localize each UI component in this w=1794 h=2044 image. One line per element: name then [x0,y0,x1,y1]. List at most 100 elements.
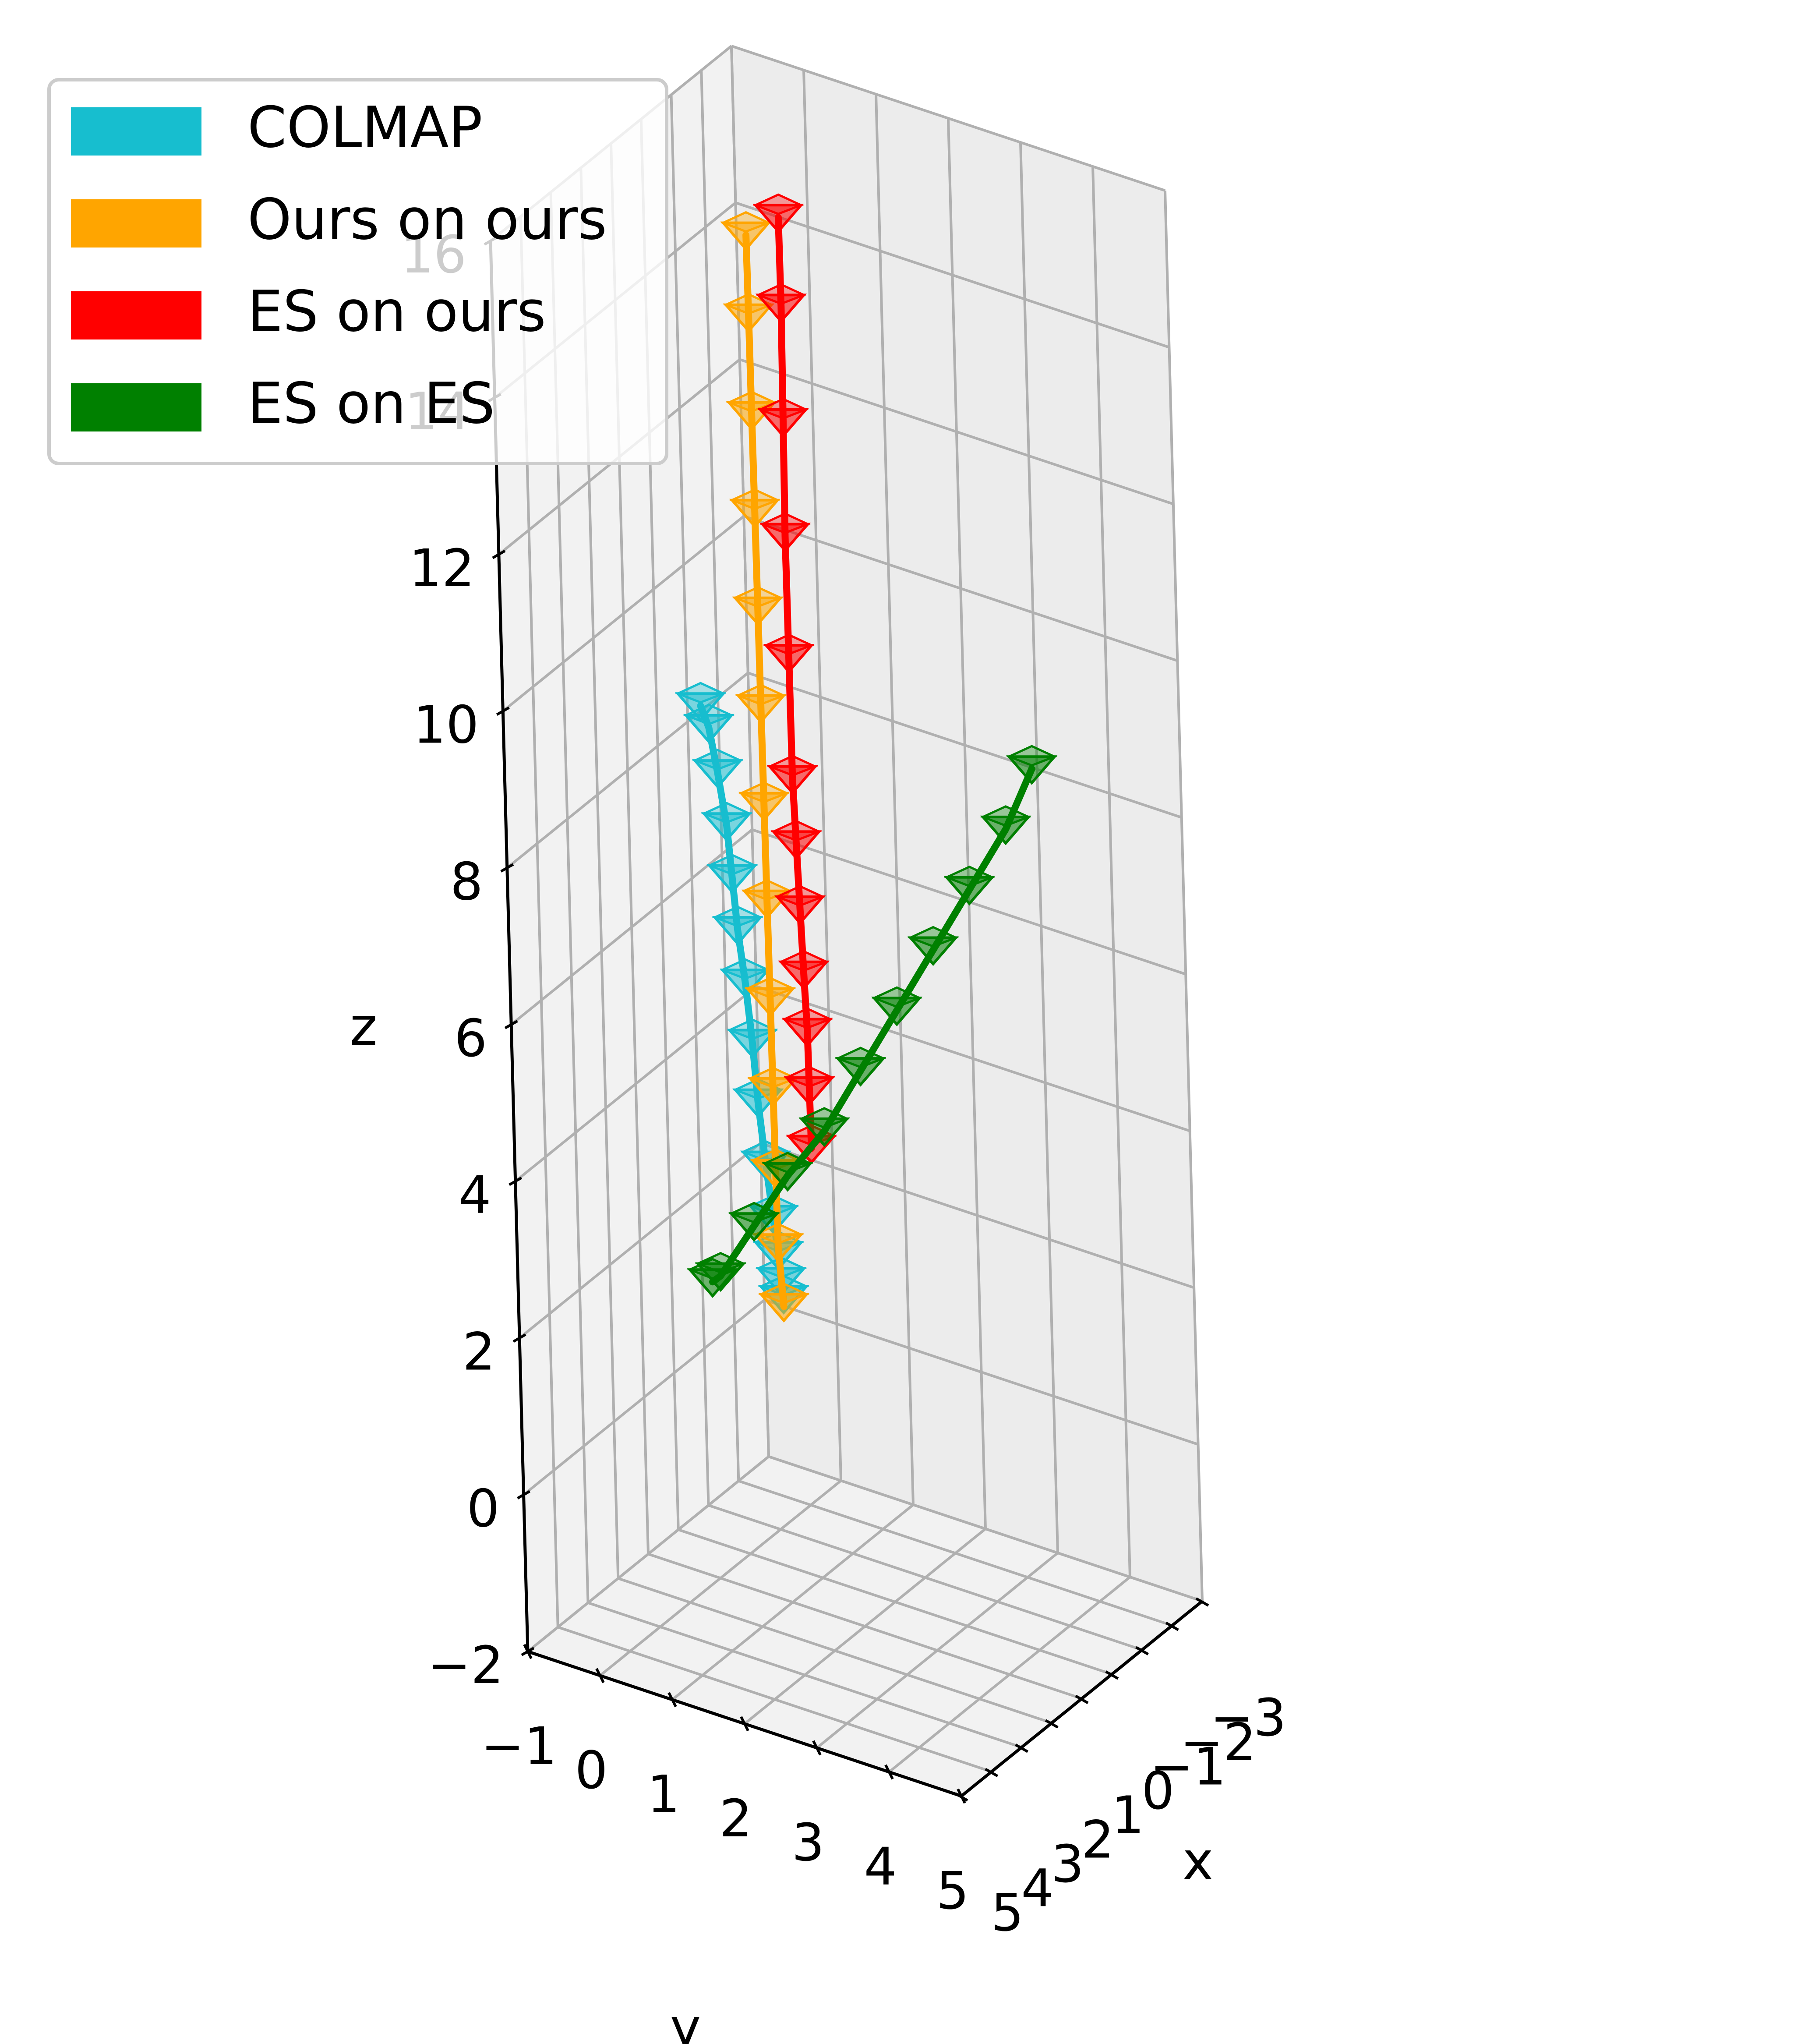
gridline-y [888,1576,1131,1773]
camera-frustum-marker [701,812,752,842]
camera-frustum-top [735,683,787,706]
camera-frustum-marker [758,1293,810,1323]
x-tick-label: −1 [1150,1736,1226,1796]
camera-frustum-marker [720,221,772,251]
camera-frustum-marker [683,714,735,744]
camera-frustum-marker [732,596,784,626]
gridline-y [947,118,987,1529]
camera-frustum-top [778,950,830,972]
camera-frustum-marker [907,936,959,966]
gridline-y [1164,190,1204,1602]
camera-frustum-top [701,802,752,824]
gridline-y [527,1455,770,1653]
z-tick [504,1020,518,1029]
legend-label: Ours on ours [247,187,607,252]
z-tick-label: 10 [413,695,479,755]
x-tick-label: 5 [991,1882,1024,1943]
x-axis-label: x [1182,1831,1213,1892]
camera-frustum-marker [980,815,1031,845]
legend-label: ES on ES [247,371,495,436]
y-tick-label: 2 [719,1788,752,1849]
legend-frame [47,78,668,465]
z-tick-label: 0 [466,1478,499,1538]
camera-frustum-top [758,1282,810,1305]
camera-frustum-top [706,853,758,876]
x-tick-label: 0 [1141,1761,1174,1821]
camera-frustum-marker [747,1077,799,1107]
camera-frustum-marker [706,864,758,894]
camera-frustum-marker [729,499,780,529]
camera-frustum-marker [766,765,818,795]
legend-swatch [71,107,201,156]
z-tick [500,863,514,873]
y-tick [523,1644,533,1659]
z-axis-label: z [350,997,378,1057]
x-tick-label: 3 [1051,1834,1084,1894]
y-tick-label: 0 [575,1740,607,1800]
z-tick [512,1333,526,1343]
x-tick [1105,1670,1119,1680]
legend: COLMAP Ours on ours ES on ours ES on ES [47,78,668,465]
camera-frustum-top [675,682,726,704]
legend-swatch [71,383,201,431]
camera-frustum-marker [798,1117,850,1147]
x-tick-label: 1 [1111,1785,1144,1846]
camera-frustum-marker [752,204,804,233]
camera-frustum-top [745,976,796,999]
camera-frustum-top [871,986,923,1008]
gridline-y [599,1479,842,1677]
y-tick [812,1740,822,1756]
z-axis-line [489,240,530,1652]
camera-frustum-top [692,749,743,771]
camera-frustum-top [695,1252,746,1274]
gridline-y [875,94,915,1505]
z-tick-label: 12 [409,538,475,598]
legend-label: COLMAP [247,95,483,160]
camera-frustum-marker [719,969,771,998]
z-tick-label: 6 [454,1008,487,1068]
z-tick-label: −2 [427,1635,504,1695]
camera-frustum-top [732,586,784,608]
camera-frustum-top [770,820,822,842]
camera-frustum-marker [712,916,763,946]
camera-frustum-top [755,283,807,305]
camera-frustum-marker [755,294,807,323]
camera-frustum-top [752,1223,804,1245]
camera-frustum-marker [763,644,815,674]
camera-frustum-top [980,805,1031,827]
camera-frustum-top [683,704,735,725]
camera-frustum-marker [781,1018,833,1048]
y-tick [595,1668,605,1683]
legend-swatch [71,199,201,248]
y-tick-label: 5 [936,1860,969,1921]
camera-frustum-marker [770,830,822,860]
y-tick-label: 4 [864,1836,897,1897]
camera-frustum-top [728,1202,780,1224]
camera-frustum-top [1006,745,1058,767]
y-tick [667,1692,677,1708]
x-tick [1075,1694,1089,1705]
camera-frustum-top [752,193,804,215]
series-es-on-ours [752,193,837,1165]
legend-swatch [71,291,201,339]
x-tick [1195,1597,1209,1607]
camera-frustum-marker [744,987,796,1017]
camera-frustum-top [798,1107,850,1129]
camera-frustum-top [908,926,959,948]
camera-frustum-marker [1006,755,1058,785]
camera-frustum-marker [735,694,787,724]
legend-label: ES on ours [247,279,546,344]
gridline-y [744,1528,986,1725]
camera-frustum-marker [835,1057,886,1087]
y-tick [884,1764,894,1780]
camera-frustum-marker [728,1212,780,1242]
camera-frustum-marker [759,523,811,553]
camera-frustum-top [781,1007,833,1029]
camera-frustum-top [835,1047,886,1068]
camera-frustum-marker [784,1076,835,1106]
camera-frustum-marker [757,408,809,438]
axis-lines [484,236,1209,1804]
camera-frustum-marker [738,792,790,822]
camera-frustum-marker [727,1029,778,1059]
